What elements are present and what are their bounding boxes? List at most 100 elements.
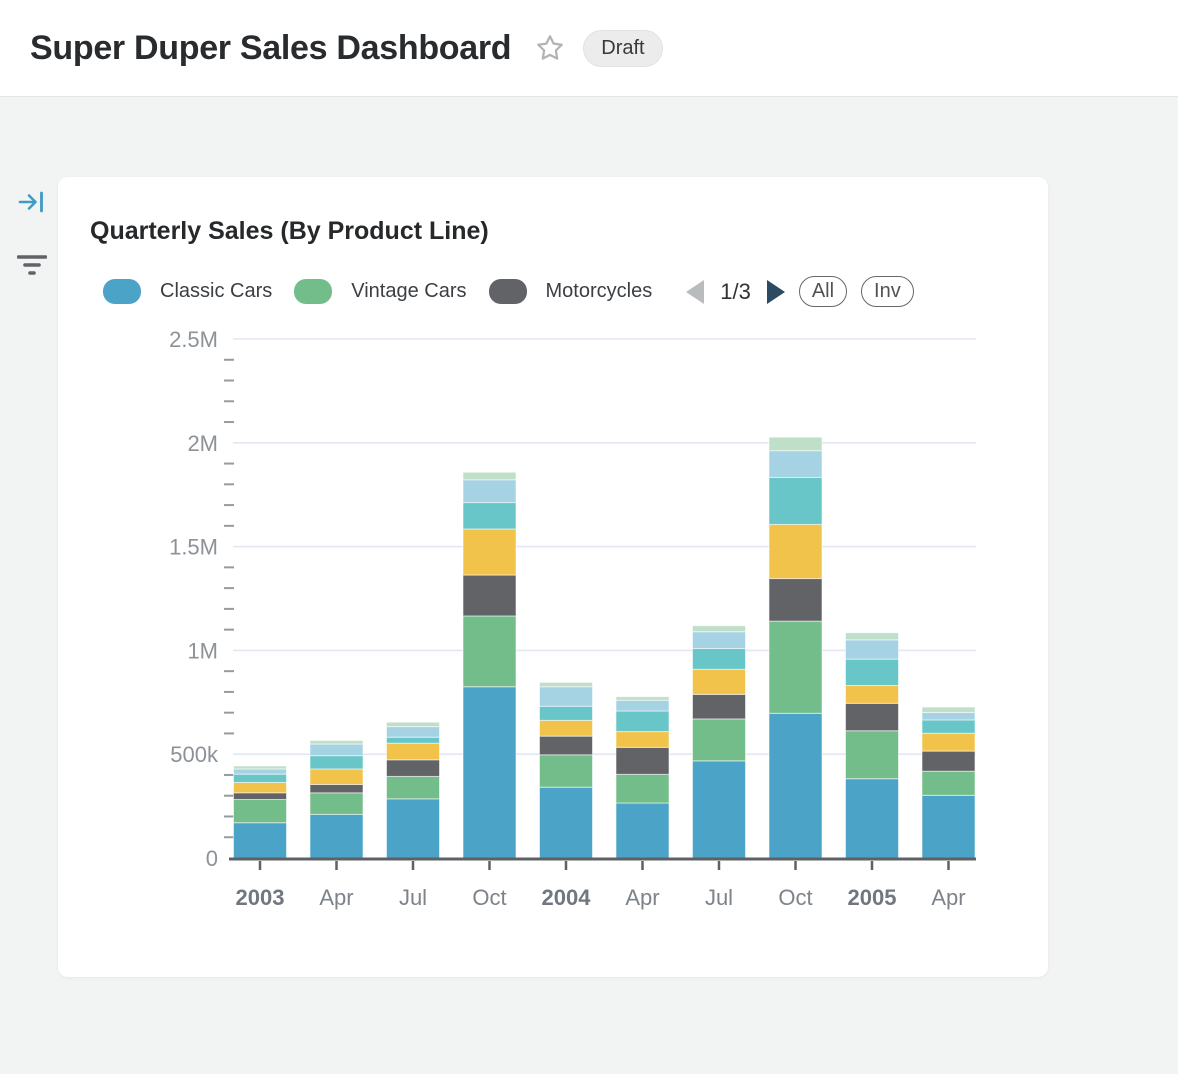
x-axis-tick-label: Oct <box>472 885 506 910</box>
bar-2004[interactable] <box>539 681 593 859</box>
bar-segment[interactable] <box>615 802 670 859</box>
bar-segment[interactable] <box>845 632 899 641</box>
bar-segment[interactable] <box>615 699 670 712</box>
bar-segment[interactable] <box>539 754 593 788</box>
filter-button[interactable] <box>13 248 51 287</box>
bar-segment[interactable] <box>309 755 364 770</box>
bar-segment[interactable] <box>539 681 593 688</box>
bar-segment[interactable] <box>768 523 823 580</box>
favorite-star-button[interactable] <box>535 33 565 63</box>
bar-apr[interactable] <box>921 706 976 859</box>
bar-segment[interactable] <box>386 721 440 728</box>
bar-segment[interactable] <box>309 743 364 757</box>
bar-segment[interactable] <box>233 781 287 794</box>
bar-segment[interactable] <box>386 736 440 744</box>
bar-segment[interactable] <box>233 798 287 824</box>
bar-segment[interactable] <box>921 706 976 713</box>
bar-segment[interactable] <box>692 625 746 633</box>
bar-segment[interactable] <box>386 798 440 859</box>
bar-segment[interactable] <box>845 684 899 704</box>
bar-apr[interactable] <box>615 696 670 859</box>
legend-item[interactable]: Motorcycles <box>488 279 652 304</box>
legend-swatch <box>294 279 333 304</box>
bar-segment[interactable] <box>386 775 440 800</box>
bar-segment[interactable] <box>462 502 517 530</box>
bar-segment[interactable] <box>921 719 976 734</box>
bar-segment[interactable] <box>615 731 670 748</box>
card-menu-button[interactable] <box>998 219 1010 223</box>
bar-segment[interactable] <box>845 778 899 859</box>
bar-segment[interactable] <box>309 739 364 745</box>
bar-segment[interactable] <box>462 528 517 576</box>
bar-segment[interactable] <box>615 696 670 701</box>
bar-segment[interactable] <box>921 732 976 752</box>
legend-item[interactable]: Classic Cars <box>103 279 272 304</box>
bar-segment[interactable] <box>309 768 364 786</box>
bar-2005[interactable] <box>845 632 899 859</box>
bar-2003[interactable] <box>233 765 287 859</box>
bar-segment[interactable] <box>233 765 287 770</box>
legend-all-button[interactable]: All <box>798 276 848 307</box>
bar-segment[interactable] <box>309 792 364 815</box>
bar-segment[interactable] <box>309 813 364 859</box>
bar-segment[interactable] <box>462 479 517 504</box>
bar-segment[interactable] <box>845 702 899 732</box>
x-axis-tick-label: 2003 <box>236 885 285 910</box>
bar-segment[interactable] <box>233 792 287 800</box>
bar-segment[interactable] <box>768 712 823 859</box>
bar-segment[interactable] <box>692 668 746 695</box>
bar-segment[interactable] <box>692 693 746 720</box>
bar-segment[interactable] <box>768 476 823 525</box>
legend-item[interactable]: Vintage Cars <box>294 279 467 304</box>
bar-oct[interactable] <box>768 436 823 859</box>
bar-segment[interactable] <box>233 768 287 775</box>
bar-segment[interactable] <box>615 746 670 775</box>
bar-segment[interactable] <box>539 686 593 707</box>
bar-segment[interactable] <box>692 760 746 859</box>
bar-segment[interactable] <box>768 450 823 478</box>
legend-prev-button[interactable] <box>686 279 705 304</box>
bar-segment[interactable] <box>539 735 593 756</box>
collapse-panel-button[interactable] <box>14 185 50 222</box>
bar-segment[interactable] <box>921 750 976 772</box>
y-axis-tick-label: 0 <box>206 846 218 871</box>
bar-segment[interactable] <box>692 718 746 762</box>
bar-segment[interactable] <box>768 436 823 452</box>
x-axis-tick-label: Jul <box>399 885 427 910</box>
bar-segment[interactable] <box>462 686 517 859</box>
bar-segment[interactable] <box>921 794 976 859</box>
bar-apr[interactable] <box>309 739 364 859</box>
bar-segment[interactable] <box>233 822 287 859</box>
bar-segment[interactable] <box>386 759 440 777</box>
bar-segment[interactable] <box>692 631 746 650</box>
bar-segment[interactable] <box>539 786 593 859</box>
bar-segment[interactable] <box>768 620 823 714</box>
bar-segment[interactable] <box>615 773 670 804</box>
bar-segment[interactable] <box>462 471 517 481</box>
bar-segment[interactable] <box>845 639 899 660</box>
bar-segment[interactable] <box>845 658 899 686</box>
bar-segment[interactable] <box>462 574 517 617</box>
quarterly-sales-stacked-bar-chart[interactable]: 0 500k 1M 1.5M 2M 2.5M 2003 Apr Jul Oct 2004 Apr Jul… <box>58 327 984 927</box>
bar-segment[interactable] <box>615 710 670 733</box>
legend-swatch <box>488 279 527 304</box>
bar-segment[interactable] <box>845 730 899 780</box>
x-axis-tick-label: Oct <box>778 885 812 910</box>
dashboard-body: Quarterly Sales (By Product Line) Classi… <box>0 97 1178 1073</box>
legend-next-button[interactable] <box>766 279 785 304</box>
bar-segment[interactable] <box>386 742 440 761</box>
bar-jul[interactable] <box>692 625 746 859</box>
bar-segment[interactable] <box>386 726 440 738</box>
bar-segment[interactable] <box>462 615 517 688</box>
bar-segment[interactable] <box>921 770 976 796</box>
bar-segment[interactable] <box>539 705 593 721</box>
bar-segment[interactable] <box>233 773 287 783</box>
bar-segment[interactable] <box>768 578 823 622</box>
bar-segment[interactable] <box>309 784 364 794</box>
bar-segment[interactable] <box>539 719 593 737</box>
bar-oct[interactable] <box>462 471 517 859</box>
bar-jul[interactable] <box>386 721 440 859</box>
legend-inv-button[interactable]: Inv <box>861 276 914 307</box>
bar-segment[interactable] <box>921 711 976 721</box>
bar-segment[interactable] <box>692 648 746 670</box>
